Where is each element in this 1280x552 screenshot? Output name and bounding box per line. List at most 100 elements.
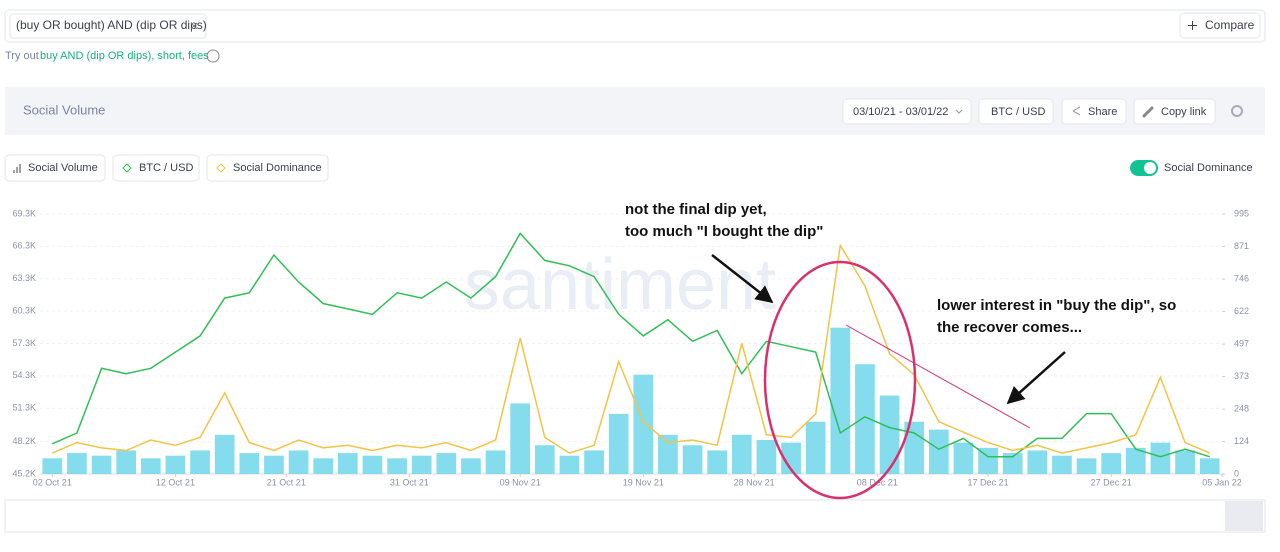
volume-bar	[436, 453, 457, 474]
toggle-knob	[1144, 162, 1156, 174]
volume-bar	[485, 450, 506, 474]
y-tick-label: 57.3K	[12, 338, 36, 348]
share-icon	[1072, 106, 1081, 116]
volume-bar	[1175, 450, 1195, 474]
chevron	[955, 109, 963, 114]
volume-bar	[42, 458, 63, 474]
y2-tick-label: 124	[1234, 436, 1249, 446]
volume-bar	[116, 450, 137, 474]
volume-bar	[1101, 453, 1122, 474]
x-tick-label: 31 Oct 21	[390, 477, 429, 487]
date-dropdown[interactable]	[842, 98, 972, 125]
pair-button[interactable]	[978, 98, 1054, 125]
legend-label: Social Dominance	[233, 162, 322, 174]
volume-bar	[1125, 447, 1146, 474]
volume-bar	[608, 413, 629, 474]
date-range: 03/10/21 - 03/01/22	[853, 106, 948, 118]
x-tick-label: 05 Jan 22	[1202, 477, 1242, 487]
navigator[interactable]	[4, 499, 1266, 533]
pair-label: BTC / USD	[991, 106, 1045, 118]
info-icon[interactable]	[206, 49, 220, 63]
volume-bar	[362, 455, 383, 474]
search-bar[interactable]	[4, 9, 1266, 43]
suggestion-link[interactable]: buy AND (dip OR dips), short, fees	[40, 50, 209, 62]
volume-bar	[214, 434, 235, 474]
volume-bar	[67, 453, 87, 474]
y2-tick-label: 871	[1234, 241, 1249, 251]
legend-button[interactable]	[4, 154, 106, 182]
annotation: lower interest in "buy the dip", so	[937, 297, 1176, 314]
y-tick-label: 48.2K	[12, 436, 36, 446]
volume-bar	[1199, 458, 1220, 474]
legend-label: BTC / USD	[139, 162, 193, 174]
y-tick-label: 69.3K	[12, 208, 36, 218]
volume-bar	[165, 455, 186, 474]
y2-tick-label: 248	[1234, 404, 1249, 414]
volume-bar	[1052, 455, 1072, 474]
copy-link-button[interactable]	[1133, 98, 1216, 125]
settings-icon[interactable]	[1231, 105, 1243, 117]
plus-icon	[1188, 21, 1197, 30]
highlight-ellipse	[763, 260, 917, 500]
compare-button[interactable]	[1179, 12, 1261, 39]
series-line	[52, 243, 1210, 454]
volume-bar	[534, 445, 555, 474]
volume-bar	[658, 434, 678, 474]
query-chip[interactable]	[9, 13, 207, 39]
legend-button[interactable]	[112, 154, 200, 182]
bar-icon	[13, 164, 21, 173]
x-tick-label: 27 Dec 21	[1091, 477, 1132, 487]
y-tick-label: 51.3K	[12, 403, 36, 413]
volume-bar	[239, 453, 260, 474]
y2-tick-label: 622	[1234, 306, 1249, 316]
copy-link-label: Copy link	[1161, 106, 1207, 118]
navigator-window[interactable]	[1225, 501, 1263, 531]
y2-tick-label: 746	[1234, 273, 1249, 283]
suggestion-prefix: Try out	[5, 50, 39, 62]
volume-bar	[1076, 458, 1097, 474]
volume-bar	[190, 450, 210, 474]
volume-bar	[855, 364, 875, 474]
compare-label: Compare	[1205, 18, 1255, 32]
x-tick-label: 28 Nov 21	[734, 477, 775, 487]
chart: santiment 45.2K 48.2K 51.3K 54.3K 57.3K 60.3K…	[12, 208, 1249, 487]
toggle-label: Social Dominance	[1164, 162, 1253, 174]
y2-tick-label: 0	[1234, 468, 1239, 478]
annotation: the recover comes...	[937, 319, 1082, 336]
volume-bar	[1002, 453, 1023, 474]
volume-bar	[91, 455, 112, 474]
volume-bar	[879, 395, 900, 474]
chip-close[interactable]	[190, 22, 198, 30]
volume-bar	[953, 442, 974, 474]
volume-bar	[337, 453, 358, 474]
volume-bar	[904, 421, 925, 474]
header-bar	[5, 87, 1265, 135]
share-label: Share	[1088, 106, 1117, 118]
volume-bar	[584, 450, 604, 474]
share-button[interactable]	[1061, 98, 1127, 125]
y-tick-label: 54.3K	[12, 370, 36, 380]
volume-bar	[288, 450, 309, 474]
volume-bar	[559, 455, 580, 474]
volume-bar	[140, 458, 161, 474]
trend-line	[845, 324, 1031, 429]
x-tick-label: 02 Oct 21	[33, 477, 72, 487]
volume-bar	[928, 429, 949, 474]
volume-bar	[1027, 450, 1048, 474]
y-tick-label: 60.3K	[12, 305, 36, 315]
annotation: too much "I bought the dip"	[625, 223, 823, 240]
volume-bar	[313, 458, 334, 474]
arrow	[711, 254, 774, 304]
volume-bar	[805, 421, 826, 474]
volume-bar	[830, 327, 851, 474]
volume-bar	[461, 458, 481, 474]
y-tick-label: 63.3K	[12, 273, 36, 283]
legend-button[interactable]	[206, 154, 329, 182]
legend-marker	[216, 163, 226, 173]
link-icon	[1142, 106, 1154, 118]
y2-tick-label: 995	[1234, 208, 1249, 218]
volume-bar	[781, 442, 801, 474]
volume-bar	[978, 447, 998, 474]
